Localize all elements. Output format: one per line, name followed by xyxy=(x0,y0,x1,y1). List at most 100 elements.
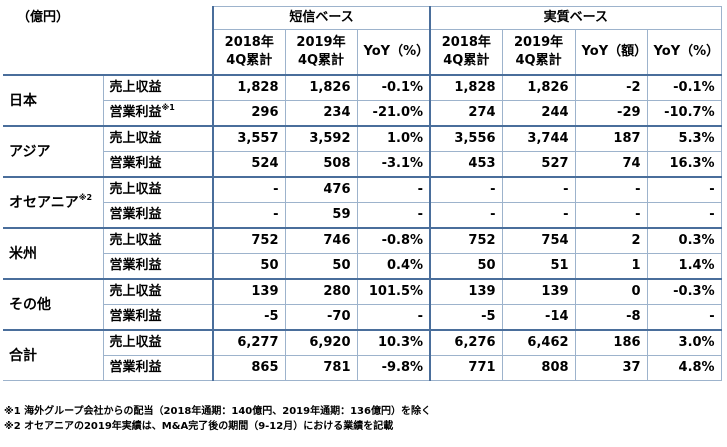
value-cell: 0.3% xyxy=(646,227,722,254)
value-cell: - xyxy=(429,202,503,229)
value-cell: 3.0% xyxy=(646,329,722,356)
value-cell: 1 xyxy=(574,253,648,280)
value-cell: 3,556 xyxy=(429,125,503,152)
value-cell: 50 xyxy=(284,253,358,280)
value-cell: 508 xyxy=(284,151,358,178)
metric-label: 営業利益 xyxy=(102,253,214,280)
value-cell: 74 xyxy=(574,151,648,178)
value-cell: 10.3% xyxy=(356,329,431,356)
metric-label: 売上収益 xyxy=(102,176,214,203)
value-cell: 771 xyxy=(429,355,503,381)
footnote-2: ※2 オセアニアの2019年実績は、M&A完了後の期間（9-12月）における業績… xyxy=(4,421,394,432)
value-cell: 781 xyxy=(284,355,358,381)
value-cell: 3,557 xyxy=(212,125,286,152)
region-label: オセアニア※2 xyxy=(3,176,104,229)
value-cell: -70 xyxy=(284,304,358,331)
value-cell: 0.4% xyxy=(356,253,431,280)
value-cell: - xyxy=(646,304,722,331)
value-cell: - xyxy=(356,176,431,203)
table-row: アジア 売上収益 3,557 3,592 1.0% 3,556 3,744 187 5.3% xyxy=(3,125,722,178)
segment-results-table: （億円） 短信ベース 実質ベース 2018年 4Q累計 2019年 4Q累計 YoY… xyxy=(3,6,722,381)
table-row: 米州 売上収益 752 746 -0.8% 752 754 2 0.3% xyxy=(3,227,722,280)
metric-label: 売上収益 xyxy=(102,74,214,101)
value-cell: -5 xyxy=(212,304,286,331)
region-label: アジア xyxy=(3,125,104,178)
value-cell: 1,826 xyxy=(501,74,576,101)
table-row: その他 売上収益 139 280 101.5% 139 139 0 -0.3% xyxy=(3,278,722,331)
unit-label: （億円） xyxy=(3,6,214,75)
value-cell: 187 xyxy=(574,125,648,152)
value-cell: 754 xyxy=(501,227,576,254)
value-cell: - xyxy=(356,304,431,331)
group-header-row: （億円） 短信ベース 実質ベース xyxy=(3,6,722,75)
value-cell: 476 xyxy=(284,176,358,203)
value-cell: 3,744 xyxy=(501,125,576,152)
value-cell: 37 xyxy=(574,355,648,381)
value-cell: - xyxy=(646,202,722,229)
value-cell: 50 xyxy=(212,253,286,280)
footnotes: ※1 海外グループ会社からの配当（2018年通期：140億円、2019年通期：1… xyxy=(4,404,431,434)
table-row: 営業利益 50 50 0.4% 50 51 1 1.4% xyxy=(3,253,722,280)
metric-label: 売上収益 xyxy=(102,227,214,254)
value-cell: 139 xyxy=(429,278,503,305)
value-cell: -0.1% xyxy=(356,74,431,101)
value-cell: 1.4% xyxy=(646,253,722,280)
value-cell: 527 xyxy=(501,151,576,178)
col-yoy-amt-jisshitsu: YoY（額） xyxy=(574,29,648,76)
table-row: オセアニア※2 売上収益 -476- - - - - xyxy=(3,176,722,229)
value-cell: -5 xyxy=(429,304,503,331)
value-cell: 16.3% xyxy=(646,151,722,178)
metric-label: 営業利益 xyxy=(102,151,214,178)
value-cell: 6,920 xyxy=(284,329,358,356)
value-cell: -14 xyxy=(501,304,576,331)
col-2018-jisshitsu: 2018年 4Q累計 xyxy=(429,29,503,76)
value-cell: 1,828 xyxy=(212,74,286,101)
value-cell: 808 xyxy=(501,355,576,381)
value-cell: 524 xyxy=(212,151,286,178)
value-cell: 3,592 xyxy=(284,125,358,152)
value-cell: - xyxy=(212,176,286,203)
value-cell: 5.3% xyxy=(646,125,722,152)
value-cell: - xyxy=(646,176,722,203)
value-cell: 139 xyxy=(501,278,576,305)
region-label: その他 xyxy=(3,278,104,331)
value-cell: -9.8% xyxy=(356,355,431,381)
value-cell: -29 xyxy=(574,100,648,127)
value-cell: 244 xyxy=(501,100,576,127)
table-row: 営業利益 524 508 -3.1% 453 527 74 16.3% xyxy=(3,151,722,178)
value-cell: 1,828 xyxy=(429,74,503,101)
value-cell: 296 xyxy=(212,100,286,127)
value-cell: 101.5% xyxy=(356,278,431,305)
value-cell: 186 xyxy=(574,329,648,356)
metric-label: 売上収益 xyxy=(102,278,214,305)
value-cell: - xyxy=(574,202,648,229)
metric-label: 営業利益 xyxy=(102,202,214,229)
value-cell: 4.8% xyxy=(646,355,722,381)
value-cell: 6,277 xyxy=(212,329,286,356)
table-row: 合計 売上収益 6,277 6,920 10.3% 6,276 6,462 186 3.0% xyxy=(3,329,722,381)
col-2019-tanshin: 2019年 4Q累計 xyxy=(284,29,358,76)
footnote-1: ※1 海外グループ会社からの配当（2018年通期：140億円、2019年通期：1… xyxy=(4,406,431,417)
value-cell: 865 xyxy=(212,355,286,381)
value-cell: 280 xyxy=(284,278,358,305)
metric-label: 売上収益 xyxy=(102,329,214,356)
value-cell: 51 xyxy=(501,253,576,280)
value-cell: 1,826 xyxy=(284,74,358,101)
table-row: 営業利益※1 296 234 -21.0% 274 244 -29 -10.7% xyxy=(3,100,722,127)
table-row: 営業利益 -59- - - - - xyxy=(3,202,722,229)
col-yoy-pct-jisshitsu: YoY（%） xyxy=(646,29,722,76)
value-cell: 6,276 xyxy=(429,329,503,356)
value-cell: 453 xyxy=(429,151,503,178)
value-cell: - xyxy=(429,176,503,203)
region-label: 合計 xyxy=(3,329,104,381)
region-label: 米州 xyxy=(3,227,104,280)
table-row: 営業利益 -5 -70- -5 -14 -8- xyxy=(3,304,722,331)
value-cell: 59 xyxy=(284,202,358,229)
value-cell: 752 xyxy=(212,227,286,254)
value-cell: - xyxy=(356,202,431,229)
metric-label: 営業利益 xyxy=(102,355,214,381)
value-cell: 6,462 xyxy=(501,329,576,356)
value-cell: -10.7% xyxy=(646,100,722,127)
value-cell: - xyxy=(212,202,286,229)
